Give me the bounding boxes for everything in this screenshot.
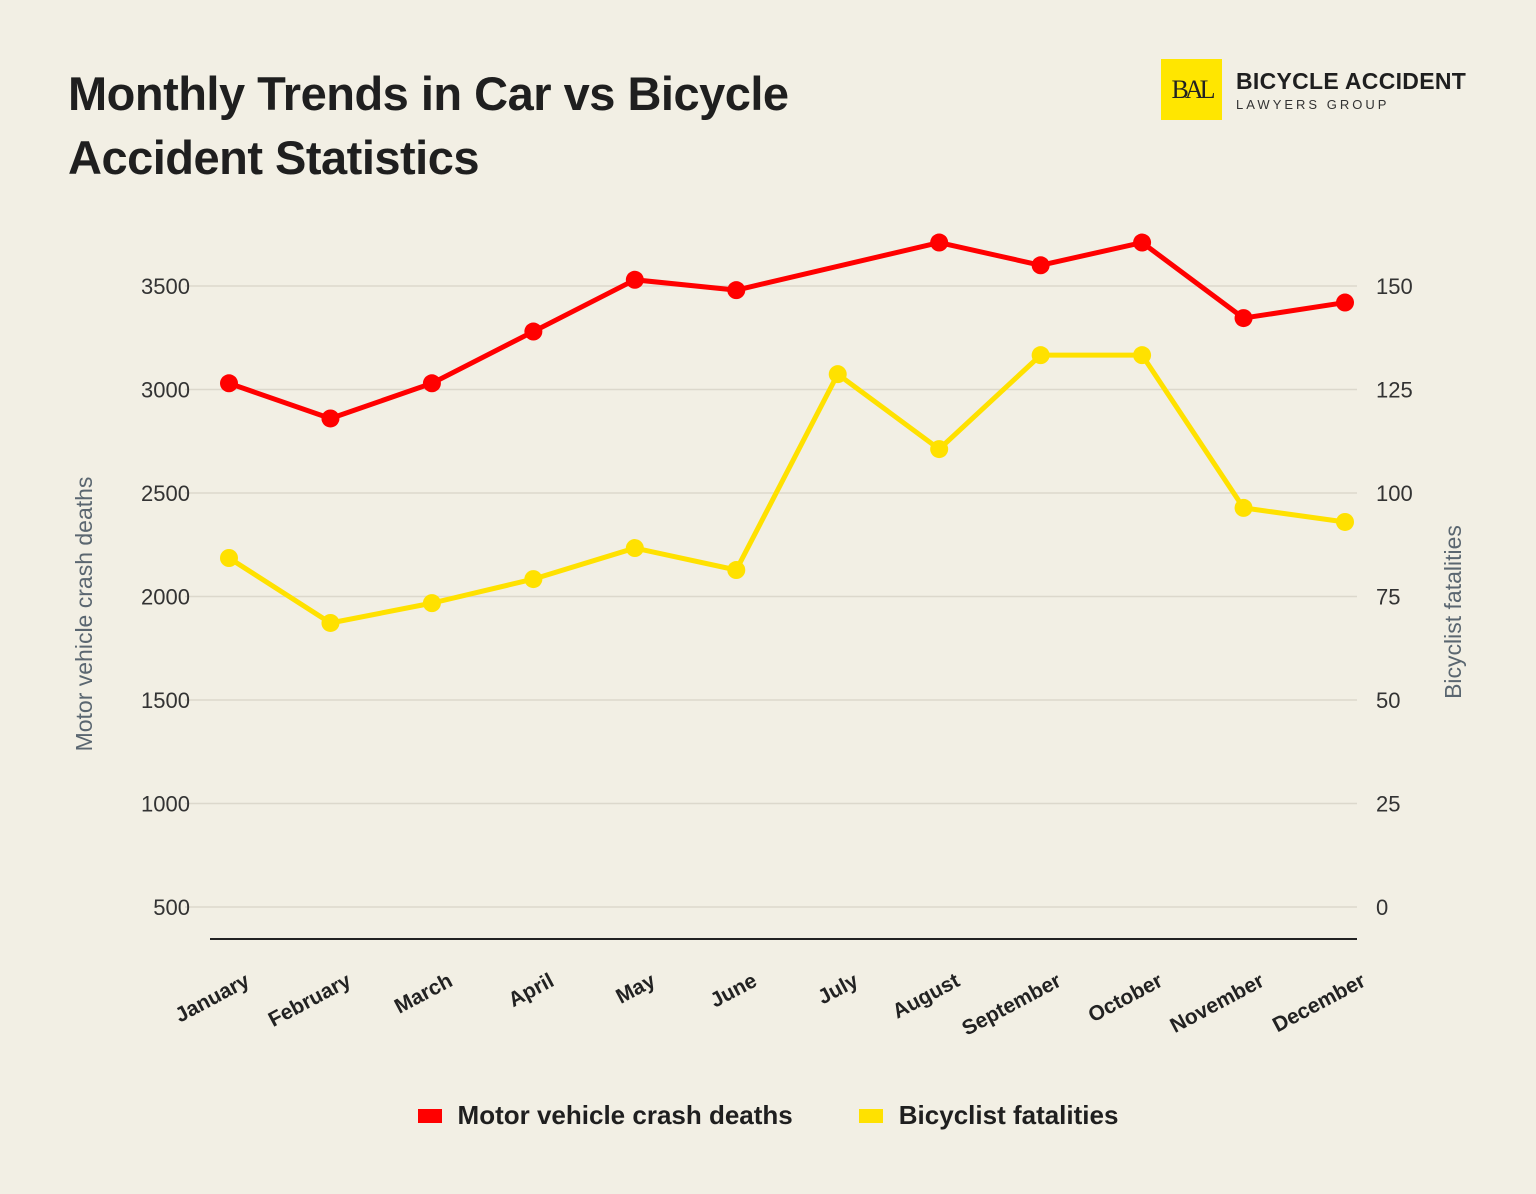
y2-tick-label: 50 xyxy=(1376,688,1400,713)
data-point xyxy=(422,594,441,613)
x-tick-label: February xyxy=(265,969,355,1032)
data-point xyxy=(625,270,644,289)
data-point xyxy=(1234,309,1253,328)
series-line-0 xyxy=(228,240,1346,421)
x-tick-label: January xyxy=(171,969,253,1027)
data-point xyxy=(422,374,441,393)
legend: Motor vehicle crash deaths Bicyclist fat… xyxy=(0,1100,1536,1131)
legend-label-bicycle: Bicyclist fatalities xyxy=(898,1100,1119,1130)
data-point xyxy=(1133,346,1152,365)
brand-logo: BAL BICYCLE ACCIDENT LAWYERS GROUP xyxy=(1161,59,1466,120)
data-point xyxy=(727,281,746,300)
data-point xyxy=(930,440,949,459)
y-tick-label: 2500 xyxy=(141,481,190,506)
y-tick-label: 3500 xyxy=(141,274,190,299)
x-tick-label: April xyxy=(505,969,558,1012)
x-tick-label: March xyxy=(391,969,456,1018)
data-point xyxy=(1336,293,1354,312)
data-point xyxy=(1031,346,1050,365)
y2-tick-label: 125 xyxy=(1376,378,1413,403)
series-line-1 xyxy=(227,352,1346,626)
y-tick-label: 1000 xyxy=(141,792,190,817)
legend-label-motor: Motor vehicle crash deaths xyxy=(457,1100,793,1130)
data-point xyxy=(321,409,340,428)
data-point xyxy=(1234,498,1253,517)
data-point xyxy=(321,613,340,632)
y2-tick-label: 25 xyxy=(1376,792,1400,817)
brand-subtitle: LAWYERS GROUP xyxy=(1236,96,1390,112)
y-tick-label: 2000 xyxy=(141,585,190,610)
data-point xyxy=(930,233,949,252)
y-tick-label: 3000 xyxy=(141,378,190,403)
data-point xyxy=(220,374,238,393)
y-tick-label: 500 xyxy=(153,895,190,920)
logo-mark: BAL xyxy=(1161,59,1222,120)
x-tick-label: December xyxy=(1269,969,1369,1037)
data-point xyxy=(524,322,543,341)
legend-item-motor: Motor vehicle crash deaths xyxy=(417,1100,793,1131)
x-tick-label: August xyxy=(889,969,964,1023)
x-tick-label: September xyxy=(958,969,1065,1040)
x-tick-label: July xyxy=(814,969,862,1009)
data-point xyxy=(524,570,543,589)
data-point xyxy=(727,561,746,580)
y2-tick-label: 0 xyxy=(1376,895,1388,920)
y2-axis-label: Bicyclist fatalities xyxy=(1440,525,1466,699)
y-axis-label: Motor vehicle crash deaths xyxy=(71,477,97,752)
x-tick-label: October xyxy=(1085,969,1167,1027)
y2-tick-label: 75 xyxy=(1376,585,1400,610)
data-point xyxy=(220,548,238,567)
data-point xyxy=(1133,233,1152,252)
brand-name: BICYCLE ACCIDENT xyxy=(1236,67,1467,94)
legend-swatch-bicycle xyxy=(858,1108,883,1123)
data-point xyxy=(828,365,847,384)
data-point xyxy=(625,539,644,558)
y2-tick-label: 150 xyxy=(1376,274,1413,299)
data-point xyxy=(1031,256,1050,275)
x-tick-label: June xyxy=(707,969,761,1012)
legend-swatch-motor xyxy=(417,1108,442,1123)
y-tick-label: 1500 xyxy=(141,688,190,713)
chart-title: Monthly Trends in Car vs Bicycle Acciden… xyxy=(68,67,789,184)
legend-item-bicycle: Bicyclist fatalities xyxy=(858,1100,1119,1131)
data-point xyxy=(1336,512,1354,531)
x-tick-label: November xyxy=(1166,969,1267,1038)
x-tick-label: May xyxy=(612,969,659,1009)
y2-tick-label: 100 xyxy=(1376,481,1413,506)
